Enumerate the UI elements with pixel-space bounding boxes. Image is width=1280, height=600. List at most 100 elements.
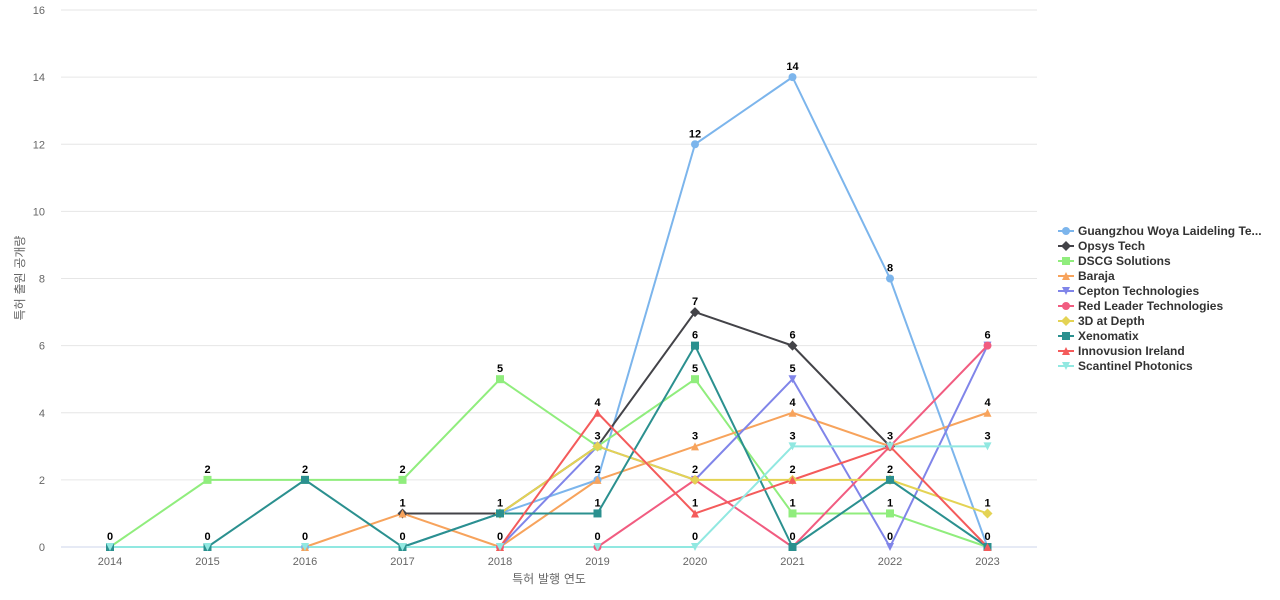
data-label: 1 bbox=[887, 497, 893, 509]
y-tick-label: 4 bbox=[39, 408, 45, 420]
data-label: 3 bbox=[789, 430, 795, 442]
legend-label: Scantinel Photonics bbox=[1078, 359, 1193, 373]
data-point bbox=[593, 408, 602, 417]
legend-item[interactable]: Red Leader Technologies bbox=[1058, 299, 1223, 313]
data-label: 0 bbox=[107, 531, 113, 543]
data-label: 1 bbox=[399, 497, 405, 509]
data-label: 12 bbox=[689, 128, 701, 140]
data-label: 6 bbox=[692, 330, 698, 342]
data-point bbox=[886, 543, 894, 551]
x-tick-label: 2022 bbox=[878, 556, 902, 568]
data-point bbox=[301, 543, 309, 551]
data-label: 0 bbox=[984, 531, 990, 543]
data-label: 1 bbox=[497, 497, 503, 509]
data-point bbox=[886, 274, 894, 283]
data-point bbox=[886, 509, 894, 518]
data-point bbox=[983, 442, 992, 451]
data-point bbox=[301, 475, 309, 484]
x-tick-label: 2019 bbox=[585, 556, 609, 568]
data-point bbox=[787, 340, 798, 351]
y-tick-label: 10 bbox=[33, 206, 45, 218]
data-point bbox=[788, 543, 797, 551]
legend-item[interactable]: Opsys Tech bbox=[1058, 239, 1145, 253]
series-line-4 bbox=[499, 345, 989, 548]
legend-symbol bbox=[1062, 362, 1070, 370]
legend-item[interactable]: Scantinel Photonics bbox=[1058, 359, 1193, 373]
x-tick-label: 2015 bbox=[195, 556, 219, 568]
data-label: 3 bbox=[594, 430, 600, 442]
series-markers bbox=[106, 73, 993, 551]
data-label: 0 bbox=[204, 531, 210, 543]
y-tick-label: 8 bbox=[39, 274, 45, 286]
data-point bbox=[690, 307, 700, 318]
legend-item[interactable]: Xenomatix bbox=[1058, 329, 1139, 343]
data-label: 0 bbox=[399, 531, 405, 543]
data-point bbox=[886, 442, 894, 451]
legend-item[interactable]: 3D at Depth bbox=[1058, 314, 1145, 328]
data-label: 6 bbox=[789, 330, 795, 342]
series-line-2 bbox=[109, 378, 988, 548]
x-tick-label: 2021 bbox=[780, 556, 804, 568]
legend-label: Xenomatix bbox=[1078, 329, 1139, 343]
data-point bbox=[788, 73, 797, 82]
data-label: 5 bbox=[789, 363, 795, 375]
legend-label: Red Leader Technologies bbox=[1078, 299, 1223, 313]
data-point bbox=[593, 475, 602, 484]
data-label: 2 bbox=[789, 464, 795, 476]
data-label: 5 bbox=[692, 363, 698, 375]
legend-item[interactable]: Cepton Technologies bbox=[1058, 284, 1199, 298]
legend-item[interactable]: Innovusion Ireland bbox=[1058, 344, 1185, 358]
data-point bbox=[398, 543, 407, 551]
data-label: 4 bbox=[984, 397, 991, 409]
data-point bbox=[983, 408, 992, 417]
data-point bbox=[203, 543, 212, 551]
data-point bbox=[496, 375, 504, 384]
legend-symbol bbox=[1062, 302, 1070, 310]
series-line-6 bbox=[499, 445, 988, 515]
data-label: 0 bbox=[594, 531, 600, 543]
legend-label: Opsys Tech bbox=[1078, 239, 1145, 253]
data-label: 7 bbox=[692, 296, 698, 308]
legend-symbol bbox=[1062, 272, 1070, 280]
y-axis-ticks: 0 2 4 6 8 10 12 14 16 bbox=[33, 5, 45, 554]
legend-item[interactable]: Baraja bbox=[1058, 269, 1115, 283]
data-label: 2 bbox=[692, 464, 698, 476]
legend-item[interactable]: DSCG Solutions bbox=[1058, 254, 1171, 268]
gridlines bbox=[61, 9, 1037, 481]
data-point bbox=[593, 509, 602, 518]
legend-symbol bbox=[1062, 257, 1070, 265]
x-tick-label: 2020 bbox=[683, 556, 707, 568]
data-point bbox=[691, 375, 699, 384]
y-axis-title: 특허 출원 공개량 bbox=[13, 236, 27, 321]
y-tick-label: 0 bbox=[39, 542, 45, 554]
data-label: 8 bbox=[887, 263, 893, 275]
data-label: 0 bbox=[887, 531, 893, 543]
y-tick-label: 6 bbox=[39, 341, 45, 353]
data-label: 2 bbox=[887, 464, 893, 476]
data-label: 4 bbox=[789, 397, 796, 409]
data-label: 5 bbox=[497, 363, 503, 375]
data-point bbox=[788, 442, 797, 451]
legend-symbol bbox=[1062, 227, 1070, 235]
y-tick-label: 2 bbox=[39, 475, 45, 487]
legend-label: Innovusion Ireland bbox=[1078, 344, 1185, 358]
data-label: 0 bbox=[302, 531, 308, 543]
data-point bbox=[691, 442, 699, 451]
legend-item[interactable]: Guangzhou Woya Laideling Te... bbox=[1058, 224, 1262, 238]
data-label: 2 bbox=[204, 464, 210, 476]
series-line-1 bbox=[402, 311, 891, 515]
legend-symbol bbox=[1062, 287, 1070, 295]
data-point bbox=[496, 543, 504, 551]
legend-symbol bbox=[1061, 241, 1071, 251]
data-point bbox=[983, 341, 992, 350]
legend-label: 3D at Depth bbox=[1078, 314, 1145, 328]
data-point bbox=[691, 509, 699, 518]
data-point bbox=[788, 509, 797, 518]
legend-symbol bbox=[1062, 332, 1070, 340]
data-point bbox=[886, 475, 894, 484]
data-label: 2 bbox=[302, 464, 308, 476]
data-label: 1 bbox=[594, 497, 600, 509]
data-label: 4 bbox=[594, 397, 601, 409]
x-axis-title: 특허 발행 연도 bbox=[512, 571, 586, 586]
x-axis-ticks: 2014 2015 2016 2017 2018 2019 2020 2021 2022 2023 bbox=[98, 556, 1000, 568]
